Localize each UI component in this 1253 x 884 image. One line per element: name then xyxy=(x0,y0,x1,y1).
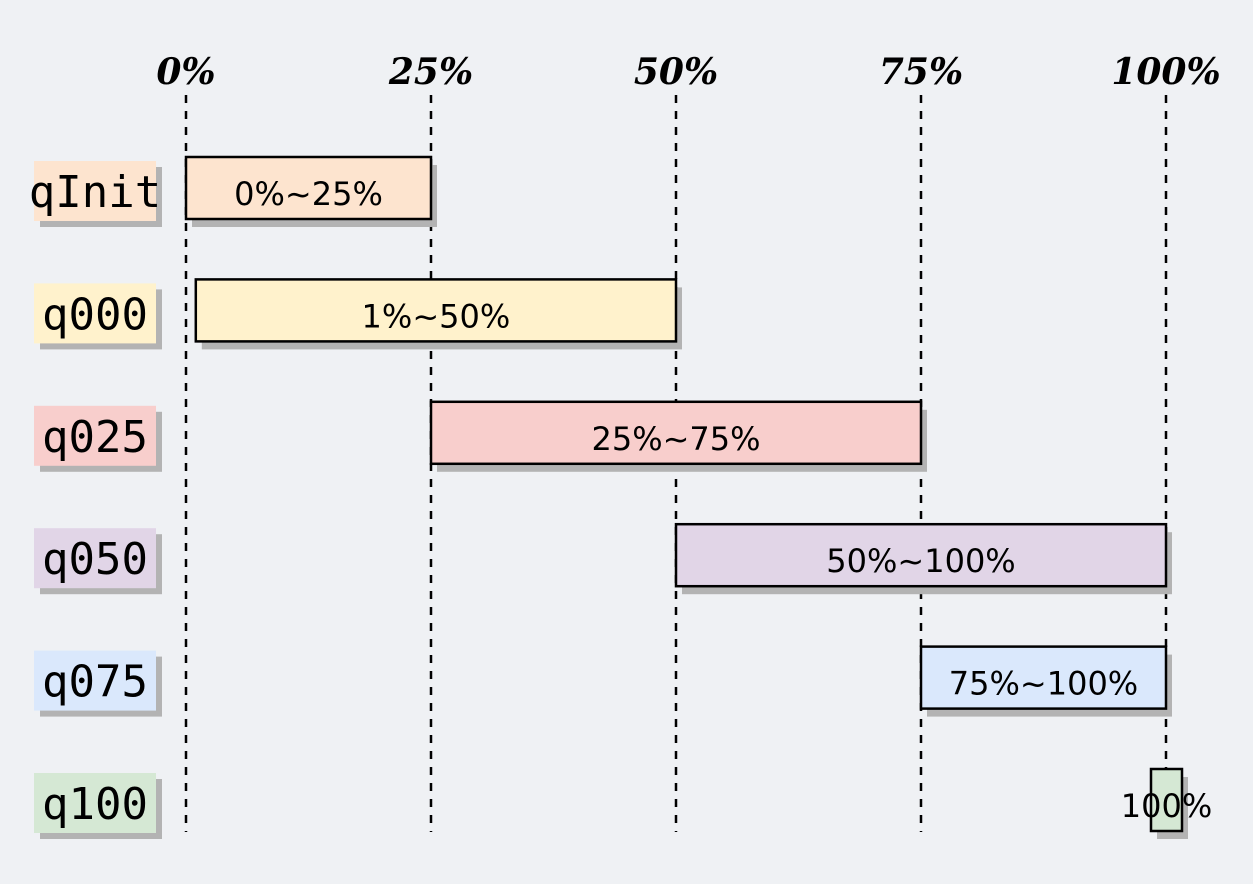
row-label: q075 xyxy=(42,657,148,708)
bar-label: 0%~25% xyxy=(234,175,383,213)
range-bar xyxy=(184,155,433,221)
range-bar xyxy=(429,400,923,466)
bar-label: 25%~75% xyxy=(591,420,760,458)
bar-label: 75%~100% xyxy=(949,665,1138,703)
axis-tick-label: 50% xyxy=(634,51,718,93)
row-label-box xyxy=(34,161,156,221)
row-label-box xyxy=(34,283,156,344)
row-label-box xyxy=(34,528,156,589)
row-label: q050 xyxy=(42,534,148,585)
axis-tick-label: 75% xyxy=(879,51,963,93)
row-label: q025 xyxy=(42,412,148,463)
row-label: qInit xyxy=(29,167,161,218)
row-label: q100 xyxy=(42,779,148,830)
range-bar xyxy=(674,522,1168,588)
axis-tick-label: 0% xyxy=(156,51,215,93)
row-label-box xyxy=(34,773,156,833)
row-label: q000 xyxy=(42,289,148,340)
row-label-box xyxy=(34,650,156,711)
range-bar xyxy=(1149,767,1184,833)
range-bar xyxy=(919,645,1168,710)
axis-tick-label: 100% xyxy=(1111,51,1220,93)
bar-label: 50%~100% xyxy=(826,542,1015,580)
bar-label: 1%~50% xyxy=(362,297,511,335)
axis-tick-label: 25% xyxy=(388,51,473,93)
bar-label: 100% xyxy=(1121,787,1212,825)
range-bar xyxy=(194,278,678,343)
row-label-box xyxy=(34,405,156,466)
